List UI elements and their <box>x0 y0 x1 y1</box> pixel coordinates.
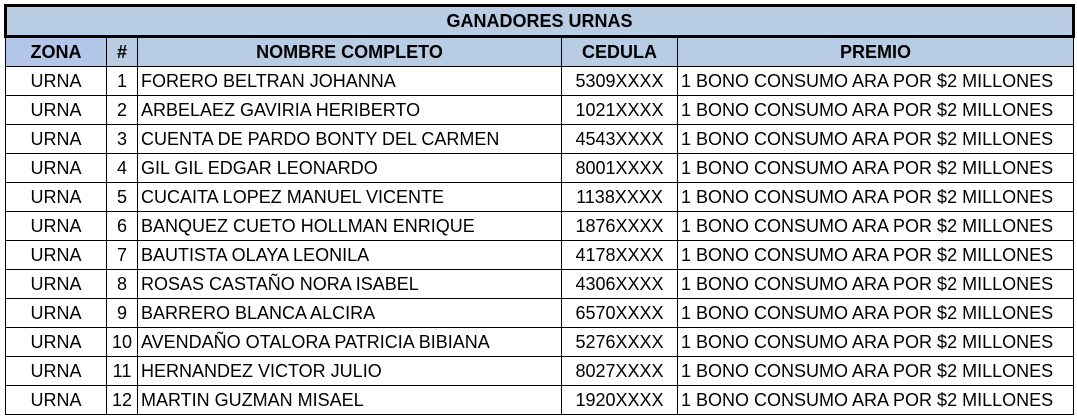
table-row: URNA 12 MARTIN GUZMAN MISAEL 1920XXXX 1 BONO… <box>5 385 1075 415</box>
number-cell: 4 <box>106 153 138 183</box>
zona-cell: URNA <box>5 385 107 415</box>
zona-cell: URNA <box>5 124 107 154</box>
premio-cell: 1 BONO CONSUMO ARA POR $2 MILLONES <box>676 269 1075 299</box>
nombre-cell: MARTIN GUZMAN MISAEL <box>137 385 562 415</box>
nombre-cell: AVENDAÑO OTALORA PATRICIA BIBIANA <box>137 327 562 357</box>
table-row: URNA 4 GIL GIL EDGAR LEONARDO 8001XXXX 1 BON… <box>5 153 1075 183</box>
zona-cell: URNA <box>5 153 107 183</box>
table-title: GANADORES URNAS <box>3 4 1076 38</box>
cedula-cell: 4306XXXX <box>561 269 678 299</box>
premio-cell: 1 BONO CONSUMO ARA POR $2 MILLONES <box>676 327 1075 357</box>
title-row: GANADORES URNAS <box>3 4 1076 38</box>
premio-cell: 1 BONO CONSUMO ARA POR $2 MILLONES <box>676 182 1075 212</box>
number-cell: 7 <box>106 240 138 270</box>
number-cell: 12 <box>106 385 138 415</box>
table-row: URNA 8 ROSAS CASTAÑO NORA ISABEL 4306XXXX 1 … <box>5 269 1075 299</box>
premio-cell: 1 BONO CONSUMO ARA POR $2 MILLONES <box>676 124 1075 154</box>
premio-cell: 1 BONO CONSUMO ARA POR $2 MILLONES <box>676 66 1075 96</box>
premio-cell: 1 BONO CONSUMO ARA POR $2 MILLONES <box>676 153 1075 183</box>
nombre-cell: HERNANDEZ VICTOR JULIO <box>137 356 562 386</box>
zona-cell: URNA <box>5 269 107 299</box>
zona-cell: URNA <box>5 327 107 357</box>
header-nombre: NOMBRE COMPLETO <box>137 36 562 67</box>
zona-cell: URNA <box>5 211 107 241</box>
number-cell: 5 <box>106 182 138 212</box>
number-cell: 6 <box>106 211 138 241</box>
zona-cell: URNA <box>5 95 107 125</box>
table-row: URNA 5 CUCAITA LOPEZ MANUEL VICENTE 1138XXX… <box>5 182 1075 212</box>
header-zona: ZONA <box>5 36 107 67</box>
number-cell: 11 <box>106 356 138 386</box>
premio-cell: 1 BONO CONSUMO ARA POR $2 MILLONES <box>676 356 1075 386</box>
table-row: URNA 1 FORERO BELTRAN JOHANNA 5309XXXX 1 BON… <box>5 66 1075 96</box>
cedula-cell: 4178XXXX <box>561 240 678 270</box>
header-number: # <box>106 36 138 67</box>
table-row: URNA 6 BANQUEZ CUETO HOLLMAN ENRIQUE 1876XX… <box>5 211 1075 241</box>
winners-table: GANADORES URNAS ZONA # NOMBRE COMPLETO C… <box>3 4 1076 415</box>
nombre-cell: ARBELAEZ GAVIRIA HERIBERTO <box>137 95 562 125</box>
cedula-cell: 1876XXXX <box>561 211 678 241</box>
cedula-cell: 8001XXXX <box>561 153 678 183</box>
cedula-cell: 5276XXXX <box>561 327 678 357</box>
table-row: URNA 2 ARBELAEZ GAVIRIA HERIBERTO 1021XXXX 1… <box>5 95 1075 125</box>
table-row: URNA 11 HERNANDEZ VICTOR JULIO 8027XXXX 1 BO… <box>5 356 1075 386</box>
table-row: URNA 3 CUENTA DE PARDO BONTY DEL CARMEN 454… <box>5 124 1075 154</box>
nombre-cell: CUENTA DE PARDO BONTY DEL CARMEN <box>137 124 562 154</box>
premio-cell: 1 BONO CONSUMO ARA POR $2 MILLONES <box>676 211 1075 241</box>
cedula-cell: 1021XXXX <box>561 95 678 125</box>
zona-cell: URNA <box>5 298 107 328</box>
nombre-cell: FORERO BELTRAN JOHANNA <box>137 66 562 96</box>
zona-cell: URNA <box>5 182 107 212</box>
nombre-cell: BAUTISTA OLAYA LEONILA <box>137 240 562 270</box>
nombre-cell: CUCAITA LOPEZ MANUEL VICENTE <box>137 182 562 212</box>
nombre-cell: BARRERO BLANCA ALCIRA <box>137 298 562 328</box>
nombre-cell: BANQUEZ CUETO HOLLMAN ENRIQUE <box>137 211 562 241</box>
premio-cell: 1 BONO CONSUMO ARA POR $2 MILLONES <box>676 95 1075 125</box>
nombre-cell: GIL GIL EDGAR LEONARDO <box>137 153 562 183</box>
table-row: URNA 10 AVENDAÑO OTALORA PATRICIA BIBIANA 5… <box>5 327 1075 357</box>
cedula-cell: 4543XXXX <box>561 124 678 154</box>
cedula-cell: 5309XXXX <box>561 66 678 96</box>
number-cell: 8 <box>106 269 138 299</box>
number-cell: 3 <box>106 124 138 154</box>
table-row: URNA 7 BAUTISTA OLAYA LEONILA 4178XXXX 1 BON… <box>5 240 1075 270</box>
number-cell: 1 <box>106 66 138 96</box>
number-cell: 9 <box>106 298 138 328</box>
table-row: URNA 9 BARRERO BLANCA ALCIRA 6570XXXX 1 BONO… <box>5 298 1075 328</box>
cedula-cell: 1920XXXX <box>561 385 678 415</box>
header-cedula: CEDULA <box>561 36 678 67</box>
nombre-cell: ROSAS CASTAÑO NORA ISABEL <box>137 269 562 299</box>
cedula-cell: 6570XXXX <box>561 298 678 328</box>
premio-cell: 1 BONO CONSUMO ARA POR $2 MILLONES <box>676 385 1075 415</box>
zona-cell: URNA <box>5 66 107 96</box>
premio-cell: 1 BONO CONSUMO ARA POR $2 MILLONES <box>676 298 1075 328</box>
premio-cell: 1 BONO CONSUMO ARA POR $2 MILLONES <box>676 240 1075 270</box>
header-premio: PREMIO <box>676 36 1075 67</box>
zona-cell: URNA <box>5 240 107 270</box>
cedula-cell: 8027XXXX <box>561 356 678 386</box>
number-cell: 10 <box>106 327 138 357</box>
number-cell: 2 <box>106 95 138 125</box>
zona-cell: URNA <box>5 356 107 386</box>
header-row: ZONA # NOMBRE COMPLETO CEDULA PREMIO <box>5 36 1075 67</box>
cedula-cell: 1138XXXX <box>561 182 678 212</box>
